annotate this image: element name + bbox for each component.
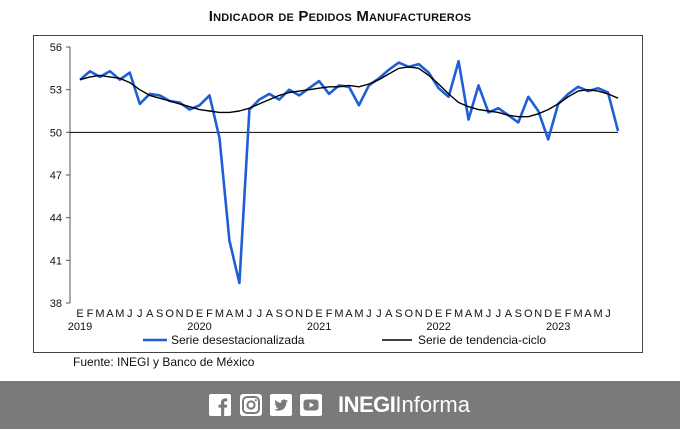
x-tick-label: F — [565, 308, 572, 320]
x-tick-label: O — [524, 308, 533, 320]
y-tick-label: 44 — [50, 213, 62, 225]
x-tick-label: J — [376, 308, 382, 320]
x-tick-label: N — [534, 308, 542, 320]
x-tick-label: M — [574, 308, 583, 320]
x-tick-label: N — [295, 308, 303, 320]
x-tick-label: E — [315, 308, 322, 320]
x-tick-label: S — [395, 308, 402, 320]
y-tick-label: 41 — [50, 255, 62, 267]
x-tick-label: D — [425, 308, 433, 320]
x-tick-label: M — [354, 308, 363, 320]
x-tick-label: M — [334, 308, 343, 320]
x-tick-label: D — [186, 308, 194, 320]
x-tick-label: J — [605, 308, 611, 320]
x-tick-label: S — [276, 308, 283, 320]
x-tick-label: A — [266, 308, 274, 320]
x-tick-label: F — [445, 308, 452, 320]
x-tick-label: J — [366, 308, 372, 320]
y-tick-label: 56 — [50, 42, 62, 54]
x-tick-label: O — [404, 308, 413, 320]
year-label: 2022 — [426, 321, 450, 333]
x-tick-label: A — [106, 308, 114, 320]
footer-bar: INEGIInforma — [0, 381, 680, 429]
x-tick-label: A — [584, 308, 592, 320]
x-tick-label: E — [196, 308, 203, 320]
youtube-icon[interactable] — [300, 394, 322, 416]
x-tick-label: J — [247, 308, 253, 320]
x-tick-label: A — [465, 308, 473, 320]
x-tick-label: M — [115, 308, 124, 320]
x-tick-label: O — [165, 308, 174, 320]
x-tick-label: J — [127, 308, 133, 320]
x-tick-label: M — [95, 308, 104, 320]
x-tick-label: J — [257, 308, 263, 320]
x-tick-label: M — [454, 308, 463, 320]
x-tick-label: M — [235, 308, 244, 320]
y-tick-label: 47 — [50, 170, 62, 182]
x-tick-label: D — [305, 308, 313, 320]
x-tick-label: D — [544, 308, 552, 320]
year-label: 2021 — [307, 321, 331, 333]
x-tick-label: E — [435, 308, 442, 320]
x-tick-label: O — [285, 308, 294, 320]
x-tick-label: N — [415, 308, 423, 320]
y-tick-label: 50 — [50, 127, 62, 139]
x-tick-label: F — [326, 308, 333, 320]
series-desestacionalizada-line — [79, 59, 620, 285]
year-label: 2023 — [546, 321, 570, 333]
source-note: Fuente: INEGI y Banco de México — [73, 355, 255, 369]
x-tick-label: J — [496, 308, 502, 320]
x-tick-label: A — [385, 308, 393, 320]
year-label: 2020 — [187, 321, 211, 333]
x-tick-label: N — [176, 308, 184, 320]
y-tick-label: 38 — [50, 298, 62, 310]
x-tick-label: M — [215, 308, 224, 320]
legend-label-desestacionalizada: Serie desestacionalizada — [171, 333, 305, 347]
x-tick-label: M — [593, 308, 602, 320]
inegi-informa-logo: INEGIInforma — [338, 392, 470, 417]
x-tick-label: E — [76, 308, 83, 320]
x-tick-label: J — [137, 308, 143, 320]
x-tick-label: A — [505, 308, 513, 320]
x-tick-label: M — [474, 308, 483, 320]
x-tick-label: S — [515, 308, 522, 320]
x-tick-label: S — [156, 308, 163, 320]
x-tick-label: J — [486, 308, 492, 320]
legend-label-tendencia: Serie de tendencia-ciclo — [418, 333, 546, 347]
year-label: 2019 — [68, 321, 92, 333]
series-tendencia-ciclo-line — [79, 66, 619, 118]
x-tick-label: A — [226, 308, 234, 320]
x-tick-label: A — [146, 308, 154, 320]
x-tick-label: F — [87, 308, 94, 320]
chart-frame — [33, 35, 643, 353]
facebook-icon[interactable] — [209, 394, 231, 416]
instagram-icon[interactable] — [240, 394, 262, 416]
x-tick-label: F — [206, 308, 213, 320]
x-tick-label: E — [555, 308, 562, 320]
x-tick-label: A — [345, 308, 353, 320]
y-tick-label: 53 — [50, 85, 62, 97]
twitter-icon[interactable] — [270, 394, 292, 416]
chart-title: Indicador de Pedidos Manufactureros — [208, 8, 472, 25]
